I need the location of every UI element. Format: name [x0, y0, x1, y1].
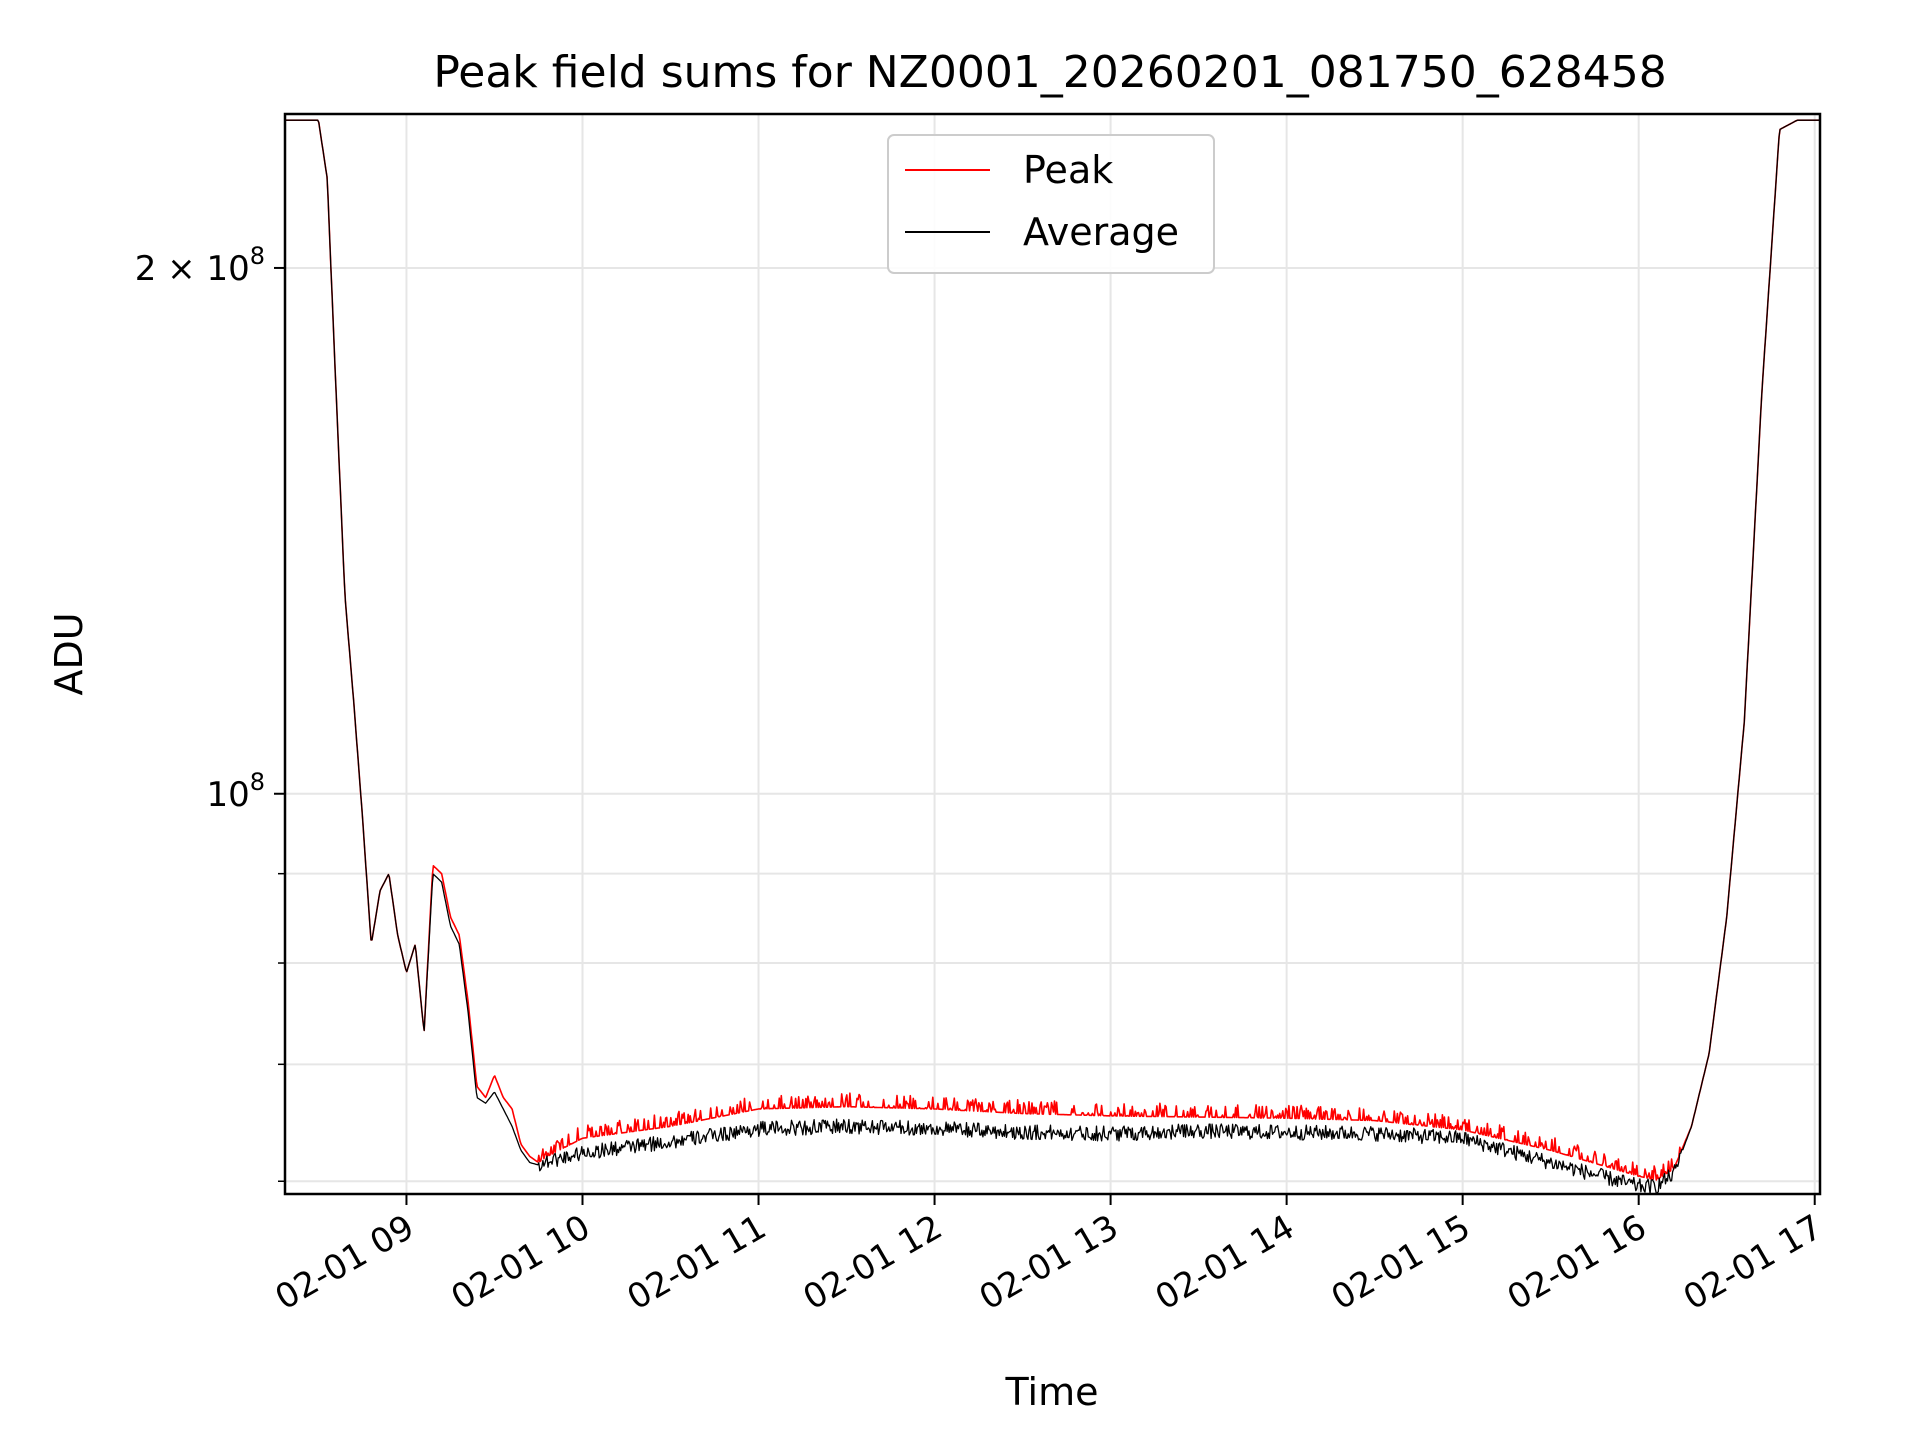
- legend: Peak Average: [887, 134, 1215, 274]
- legend-label-average: Average: [1023, 210, 1179, 254]
- legend-label-peak: Peak: [1023, 148, 1113, 192]
- y-tick-label: 2 × 108: [135, 242, 265, 289]
- plot-frame: [283, 112, 1822, 1196]
- y-tick-label: 108: [206, 768, 265, 815]
- series-layer: [285, 119, 1820, 1195]
- chart-title: Peak field sums for NZ0001_20260201_0817…: [433, 47, 1666, 98]
- x-axis-label: Time: [1005, 1370, 1099, 1414]
- y-axis-label: ADU: [47, 612, 91, 695]
- series-line-average: [285, 119, 1820, 1195]
- y-axis-ticks: 108 2 × 108: [135, 242, 285, 1183]
- series-line-peak: [285, 119, 1820, 1181]
